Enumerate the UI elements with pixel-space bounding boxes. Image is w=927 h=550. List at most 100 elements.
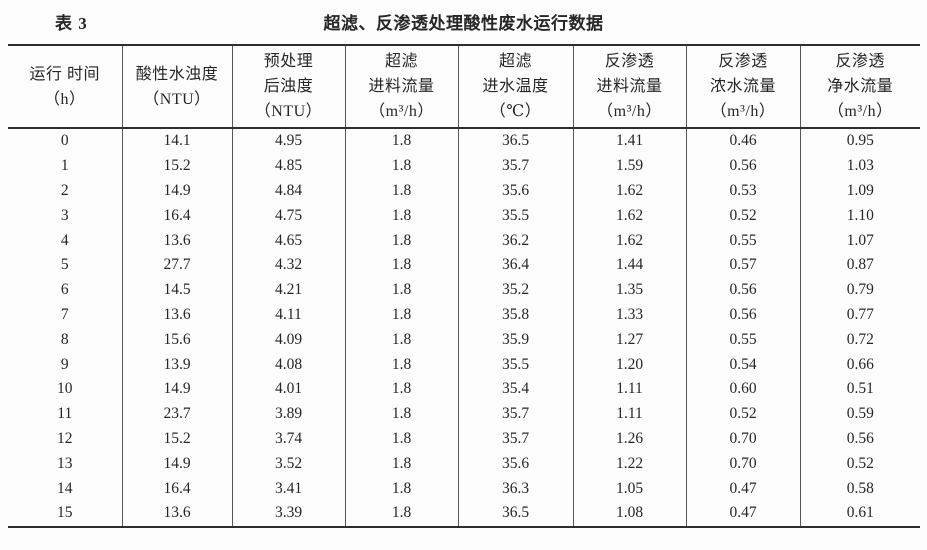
table-cell: 4.85 xyxy=(232,153,346,179)
table-cell: 1.20 xyxy=(573,352,687,377)
table-row: 7 13.6 4.11 1.8 35.8 1.33 0.56 0.77 xyxy=(8,302,920,328)
header-line: 预处理 xyxy=(263,53,314,70)
table-cell: 4.84 xyxy=(232,178,346,204)
table-cell: 1.05 xyxy=(573,476,687,501)
table-cell: 10 xyxy=(8,376,123,402)
table-cell: 0.77 xyxy=(846,305,874,323)
table-row: 14 16.4 3.41 1.8 36.3 1.05 0.47 0.58 xyxy=(8,476,920,501)
table-cell: 0.58 xyxy=(846,479,874,497)
table-cell: 1.8 xyxy=(345,302,459,328)
table-cell: 12 xyxy=(8,426,123,452)
table-row: 8 15.6 4.09 1.8 35.9 1.27 0.55 0.72 xyxy=(8,327,920,353)
table-cell: 1.03 xyxy=(846,157,874,175)
header-line: 运行 时间 xyxy=(29,65,100,83)
table-cell: 4.21 xyxy=(232,277,346,303)
table-cell: 23.7 xyxy=(122,401,233,427)
table-cell: 4 xyxy=(8,228,123,253)
table-row: 1 15.2 4.85 1.8 35.7 1.59 0.56 1.03 xyxy=(8,153,920,179)
table-cell: 27.7 xyxy=(122,252,233,278)
header-line: （m³/h） xyxy=(369,103,434,120)
table-cell: 1.41 xyxy=(573,128,687,154)
table-cell: 9 xyxy=(8,352,123,377)
header-row: 运行 时间 （h） 酸性水浊度 （NTU） 预处理 后浊度 （NTU） 超滤进料流量 （m³/h… xyxy=(8,45,920,129)
table-cell: 0.51 xyxy=(846,380,874,398)
table-row: 15 13.6 3.39 1.8 36.5 1.08 0.47 0.61 xyxy=(8,500,920,527)
header-line: 进料流量 xyxy=(596,78,663,95)
table-cell: 16.4 xyxy=(122,476,233,501)
table-cell: 1.8 xyxy=(345,352,459,377)
table-cell: 36.5 xyxy=(458,128,574,154)
table-cell: 0.47 xyxy=(686,500,801,527)
table-row: 12 15.2 3.74 1.8 35.7 1.26 0.70 0.56 xyxy=(8,426,920,452)
table-cell: 0.70 xyxy=(686,451,801,477)
table-caption: 表 3 超滤、反渗透处理酸性废水运行数据 xyxy=(0,6,927,38)
table-cell: 35.7 xyxy=(458,426,574,452)
table-row: 2 14.9 4.84 1.8 35.6 1.62 0.53 1.09 xyxy=(8,178,920,204)
table-row: 4 13.6 4.65 1.8 36.2 1.62 0.55 1.07 xyxy=(8,228,920,253)
table-cell: 0.72 xyxy=(846,330,874,348)
table-cell: 0.57 xyxy=(686,252,801,278)
table-cell: 4.01 xyxy=(232,376,346,402)
header-cell: 反渗透 进料流量 （m³/h） xyxy=(573,45,687,129)
table-row: 0 14.1 4.95 1.8 36.5 1.41 0.46 0.95 xyxy=(8,128,920,154)
table-cell: 3 xyxy=(8,203,123,229)
table-cell: 1.8 xyxy=(345,228,459,253)
table-cell: 4.32 xyxy=(232,252,346,278)
header-line: 超滤 xyxy=(384,53,418,70)
table-cell: 0.56 xyxy=(686,153,801,179)
table-cell: 0.47 xyxy=(686,476,801,501)
header-line: 浓水流量 xyxy=(709,78,776,95)
table-cell: 36.2 xyxy=(458,228,574,253)
table-cell: 1.33 xyxy=(573,302,687,328)
table-cell: 8 xyxy=(8,327,123,353)
table-cell: 1.8 xyxy=(345,376,459,402)
header-cell: 酸性水浊度 （NTU） xyxy=(122,45,233,129)
table-cell: 1.8 xyxy=(345,426,459,452)
table-title: 超滤、反渗透处理酸性废水运行数据 xyxy=(323,14,604,33)
table-cell: 14.9 xyxy=(122,376,233,402)
header-cell: 反渗透 净水流量 （m³/h） xyxy=(800,45,920,129)
table-cell: 15.2 xyxy=(122,153,233,179)
table-cell: 0.60 xyxy=(686,376,801,402)
table-cell: 1.8 xyxy=(345,327,459,353)
table-cell: 0.54 xyxy=(686,352,801,377)
table-cell: 0.52 xyxy=(846,454,874,472)
table-cell: 0.55 xyxy=(686,228,801,253)
table-header: 运行 时间 （h） 酸性水浊度 （NTU） 预处理 后浊度 （NTU） 超滤进料流量 （m³/h… xyxy=(8,45,920,129)
table-cell: 0.55 xyxy=(686,327,801,353)
header-cell: 运行 时间 （h） xyxy=(8,45,123,129)
table-cell: 1.8 xyxy=(345,401,459,427)
table-cell: 14.9 xyxy=(122,178,233,204)
table-cell: 1.8 xyxy=(345,203,459,229)
table-cell: 14.1 xyxy=(122,128,233,154)
table-cell: 1.62 xyxy=(573,203,687,229)
table-cell: 4.08 xyxy=(232,352,346,377)
header-line: 进料流量 xyxy=(368,78,435,95)
table-body: 0 14.1 4.95 1.8 36.5 1.41 0.46 0.95 1 15.2 4.85 1.8… xyxy=(8,128,920,527)
table-cell: 1.11 xyxy=(573,376,687,402)
table-cell: 4.09 xyxy=(232,327,346,353)
table-cell: 14 xyxy=(8,476,123,501)
table-cell: 3.89 xyxy=(232,401,346,427)
table-cell: 13.6 xyxy=(122,228,233,253)
header-cell: 超滤进料流量 （m³/h） xyxy=(345,45,459,129)
header-line: （m³/h） xyxy=(597,103,662,120)
header-cell: 预处理 后浊度 （NTU） xyxy=(232,45,346,129)
table-row: 11 23.7 3.89 1.8 35.7 1.11 0.52 0.59 xyxy=(8,401,920,427)
table-cell: 1 xyxy=(8,153,123,179)
table-cell: 1.8 xyxy=(345,476,459,501)
table-cell: 15.2 xyxy=(122,426,233,452)
table-cell: 35.8 xyxy=(458,302,574,328)
table-cell: 1.8 xyxy=(345,128,459,154)
header-line: 酸性水浊度 xyxy=(135,65,219,83)
table-cell: 0.56 xyxy=(686,302,801,328)
header-line: （m³/h） xyxy=(827,103,893,120)
table-row: 6 14.5 4.21 1.8 35.2 1.35 0.56 0.79 xyxy=(8,277,920,303)
table-cell: 4.65 xyxy=(232,228,346,253)
table-row: 10 14.9 4.01 1.8 35.4 1.11 0.60 0.51 xyxy=(8,376,920,402)
data-table: 运行 时间 （h） 酸性水浊度 （NTU） 预处理 后浊度 （NTU） 超滤进料流量 （m³/h… xyxy=(8,44,920,528)
table-cell: 0.87 xyxy=(846,256,874,274)
table-row: 5 27.7 4.32 1.8 36.4 1.44 0.57 0.87 xyxy=(8,252,920,278)
table-cell: 35.6 xyxy=(458,178,574,204)
